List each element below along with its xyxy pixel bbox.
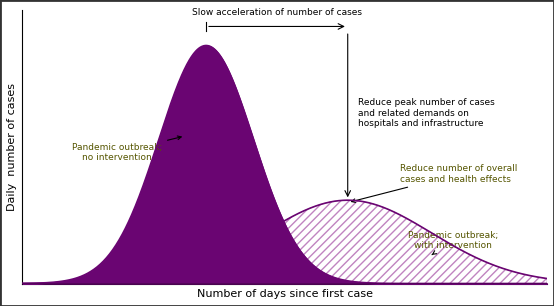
- Y-axis label: Daily  number of cases: Daily number of cases: [7, 83, 17, 211]
- Text: Slow acceleration of number of cases: Slow acceleration of number of cases: [192, 8, 362, 17]
- Text: Reduce number of overall
cases and health effects: Reduce number of overall cases and healt…: [352, 164, 517, 203]
- Text: Pandemic outbreak;
no intervention: Pandemic outbreak; no intervention: [72, 136, 181, 162]
- Text: Pandemic outbreak;
with intervention: Pandemic outbreak; with intervention: [408, 231, 497, 255]
- Text: Reduce peak number of cases
and related demands on
hospitals and infrastructure: Reduce peak number of cases and related …: [358, 99, 495, 128]
- X-axis label: Number of days since first case: Number of days since first case: [197, 289, 373, 299]
